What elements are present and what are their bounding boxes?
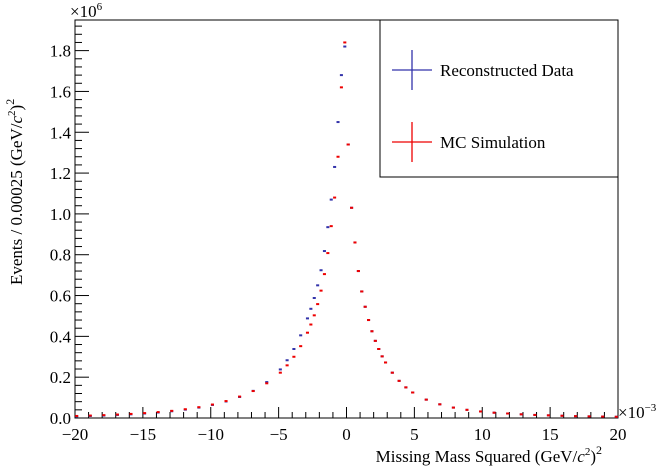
x-tick-label: −20 [62, 425, 89, 444]
legend-box [379, 19, 619, 178]
legend-label-reconstructed-data: Reconstructed Data [440, 61, 574, 80]
y-tick-label: 1.6 [50, 82, 71, 101]
x-tick-label: 5 [410, 425, 419, 444]
legend-label-mc-simulation: MC Simulation [440, 133, 546, 152]
y-tick-label: 1.8 [50, 42, 71, 61]
x-tick-label: −15 [130, 425, 157, 444]
x-tick-label: 10 [474, 425, 491, 444]
x-axis-label: Missing Mass Squared (GeV/c2)2 [376, 443, 602, 466]
y-tick-label: 0.6 [50, 287, 71, 306]
y-tick-label: 0.4 [50, 327, 72, 346]
legend-entry-reconstructed-data: Reconstructed Data [392, 50, 574, 90]
legend: Reconstructed Data MC Simulation [379, 19, 619, 178]
y-tick-label: 1.2 [50, 164, 71, 183]
y-tick-label: 0.0 [50, 409, 71, 428]
axis-ticks [74, 25, 619, 419]
data-markers [75, 41, 618, 418]
x-axis-multiplier: ×10−3 [618, 402, 657, 422]
x-tick-label: 15 [542, 425, 559, 444]
y-tick-label: 1.4 [50, 123, 72, 142]
y-tick-label: 0.8 [50, 246, 71, 265]
y-tick-label: 1.0 [50, 205, 71, 224]
x-tick-label: −5 [270, 425, 288, 444]
axis-tick-labels: −20 −15 −10 −5 0 5 10 15 20 0.0 0.2 0.4 0.6 0.8 1.0 1.2… [50, 42, 627, 444]
x-tick-label: −10 [197, 425, 224, 444]
x-tick-label: 0 [342, 425, 351, 444]
legend-entry-mc-simulation: MC Simulation [392, 122, 546, 162]
y-axis-label: Events / 0.00025 (GeV/c2)2 [3, 99, 26, 285]
y-tick-label: 0.2 [50, 368, 71, 387]
x-tick-label: 20 [610, 425, 627, 444]
y-axis-multiplier: ×106 [70, 1, 103, 21]
